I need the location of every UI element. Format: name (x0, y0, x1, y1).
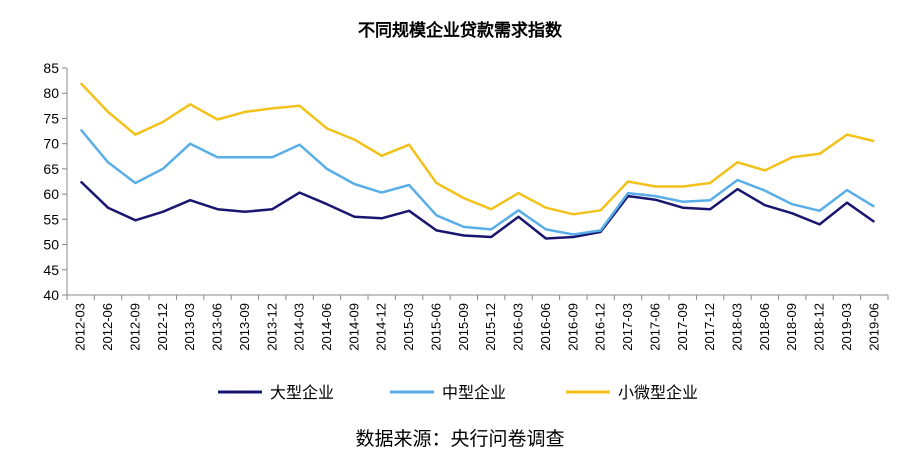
x-tick-label: 2014-09 (346, 303, 361, 351)
y-tick-label: 45 (43, 262, 59, 278)
x-tick-label: 2017-03 (620, 303, 635, 351)
x-tick-label: 2013-09 (237, 303, 252, 351)
legend-label: 中型企业 (442, 383, 506, 402)
series-line-0 (79, 180, 876, 240)
x-tick-label: 2012-06 (100, 303, 115, 351)
x-tick-label: 2017-06 (647, 303, 662, 351)
legend-label: 小微型企业 (618, 383, 698, 402)
y-tick-label: 85 (43, 60, 59, 76)
y-tick-label: 55 (43, 211, 59, 227)
x-tick-label: 2013-06 (210, 303, 225, 351)
x-tick-label: 2018-03 (729, 303, 744, 351)
x-axis: 2012-03 2012-06 2012-09 2012-12 2013-03 2013-… (66, 294, 889, 351)
x-tick-label: 2014-12 (374, 303, 389, 351)
x-tick-label: 2013-03 (182, 303, 197, 351)
series-lines (79, 82, 876, 240)
y-tick-label: 50 (43, 237, 59, 253)
x-tick-label: 2017-12 (702, 303, 717, 351)
x-tick-label: 2016-09 (565, 303, 580, 351)
x-tick-label: 2012-12 (155, 303, 170, 351)
x-tick-label: 2016-06 (538, 303, 553, 351)
x-tick-label: 2018-12 (812, 303, 827, 351)
x-tick-label: 2019-03 (839, 303, 854, 351)
series-line-2 (79, 82, 875, 216)
y-axis: 40 45 50 55 60 65 70 75 80 85 (43, 60, 68, 303)
x-tick-label: 2014-03 (292, 303, 307, 351)
x-tick-label: 2015-09 (456, 303, 471, 351)
x-tick-label: 2015-06 (428, 303, 443, 351)
x-tick-label: 2015-12 (483, 303, 498, 351)
chart-title: 不同规模企业贷款需求指数 (358, 20, 563, 41)
legend-label: 大型企业 (270, 383, 334, 402)
x-tick-label: 2017-09 (675, 303, 690, 351)
x-tick-label: 2012-09 (127, 303, 142, 351)
x-tick-label: 2018-06 (757, 303, 772, 351)
x-tick-label: 2015-03 (401, 303, 416, 351)
source-note: 数据来源：央行问卷调查 (355, 428, 564, 450)
y-tick-label: 65 (43, 161, 59, 177)
x-tick-label: 2012-03 (73, 303, 88, 351)
x-tick-label: 2019-06 (866, 303, 881, 351)
y-tick-label: 80 (43, 85, 59, 101)
x-tick-label: 2016-12 (593, 303, 608, 351)
y-tick-label: 40 (43, 287, 59, 303)
y-tick-label: 70 (43, 136, 59, 152)
legend: 大型企业 中型企业 小微型企业 (218, 383, 698, 402)
x-tick-label: 2013-12 (264, 303, 279, 351)
x-tick-label: 2018-09 (784, 303, 799, 351)
y-tick-label: 75 (43, 110, 59, 126)
x-tick-label: 2014-06 (319, 303, 334, 351)
x-tick-label: 2016-03 (511, 303, 526, 351)
y-tick-label: 60 (43, 186, 59, 202)
series-line-1 (79, 128, 875, 236)
